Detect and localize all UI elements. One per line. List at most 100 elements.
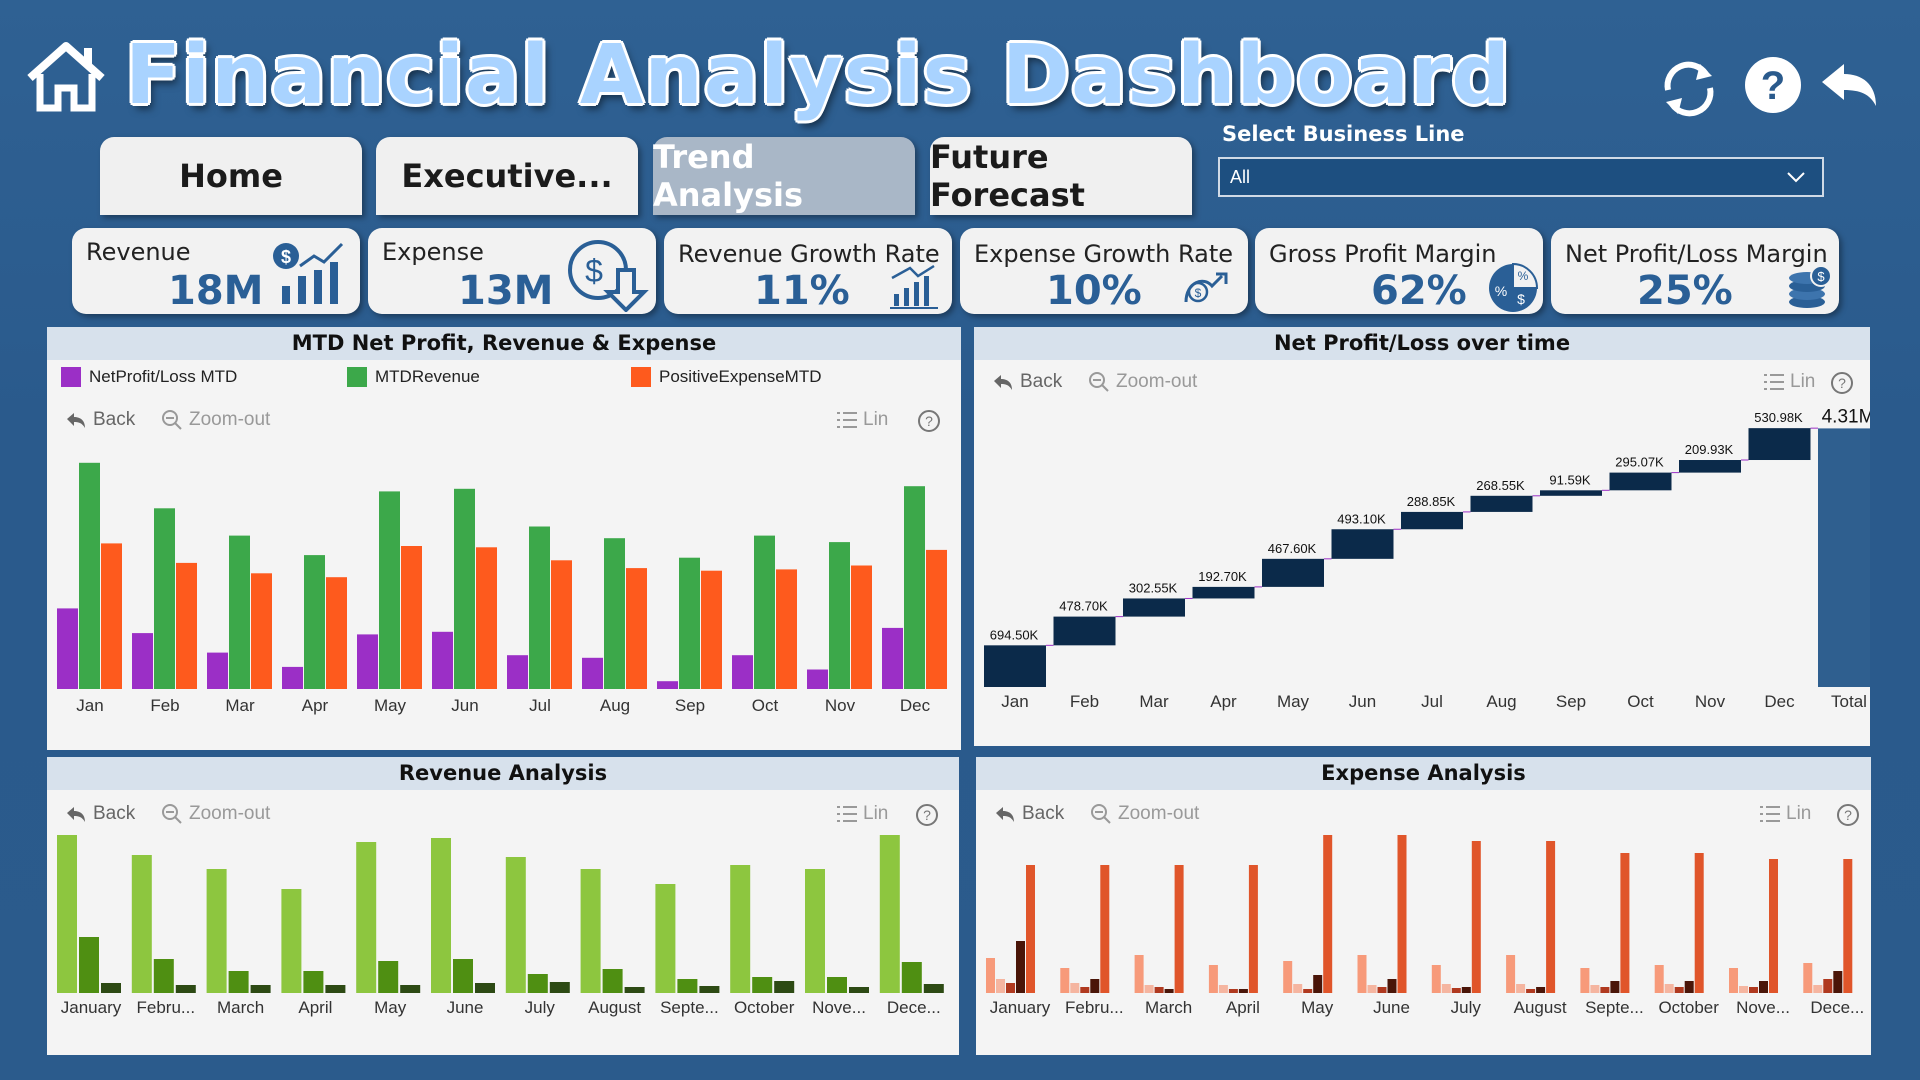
legend-item[interactable]: PositiveExpenseMTD — [631, 367, 822, 387]
x-tick-label: Total — [1831, 692, 1867, 711]
back-button[interactable]: Back — [65, 409, 135, 431]
tab-home[interactable]: Home — [100, 137, 362, 215]
bar — [882, 627, 903, 689]
legend-item[interactable]: NetProfit/Loss MTD — [61, 367, 237, 387]
lin-button[interactable]: Lin — [837, 803, 888, 825]
x-tick-label: June — [447, 998, 484, 1017]
net-profit-waterfall-panel: Net Profit/Loss over time Back Zoom-out … — [974, 327, 1870, 746]
bar — [101, 983, 121, 993]
help-circle-icon: ? — [1837, 804, 1859, 826]
help-button[interactable]: ? — [915, 803, 939, 827]
bar — [453, 959, 473, 993]
chart-title: Net Profit/Loss over time — [974, 327, 1870, 360]
tab-executive[interactable]: Executive... — [376, 137, 638, 215]
svg-text:$: $ — [585, 253, 603, 289]
bar — [357, 634, 378, 689]
x-tick-label: Aug — [600, 696, 630, 715]
x-tick-label: October — [734, 998, 795, 1017]
bar — [250, 985, 271, 993]
bar — [1729, 968, 1738, 993]
list-icon — [1764, 374, 1784, 390]
lin-button[interactable]: Lin — [1764, 371, 1815, 393]
x-tick-label: Febru... — [1065, 998, 1124, 1017]
zoom-out-button[interactable]: Zoom-out — [161, 409, 270, 431]
lin-button[interactable]: Lin — [837, 409, 888, 431]
bar — [1228, 989, 1238, 993]
x-tick-label: August — [1514, 998, 1567, 1017]
bar — [1006, 983, 1015, 993]
x-tick-label: January — [990, 998, 1051, 1017]
back-arrow-icon[interactable] — [1818, 60, 1880, 115]
bar — [986, 958, 995, 993]
waterfall-bar — [1748, 428, 1811, 461]
x-tick-label: May — [374, 696, 407, 715]
business-line-select[interactable]: All — [1218, 157, 1824, 197]
bar — [1208, 965, 1218, 993]
bar — [1590, 985, 1600, 993]
bar — [1600, 987, 1610, 993]
x-tick-label: Jun — [1349, 692, 1376, 711]
zoom-out-button[interactable]: Zoom-out — [1090, 803, 1199, 825]
zoom-out-button[interactable]: Zoom-out — [1088, 371, 1197, 393]
total-bar — [1818, 428, 1870, 687]
home-icon[interactable] — [26, 40, 106, 117]
bar — [1516, 984, 1526, 993]
bar — [1080, 987, 1090, 993]
bar — [679, 557, 700, 689]
bar — [1070, 983, 1080, 993]
lin-button[interactable]: Lin — [1760, 803, 1811, 825]
bar — [476, 547, 497, 689]
bar — [1620, 853, 1630, 993]
x-tick-label: Febru... — [137, 998, 196, 1017]
zoom-out-icon — [1091, 804, 1111, 824]
svg-text:$: $ — [1817, 269, 1825, 284]
zoom-out-label: Zoom-out — [189, 409, 271, 430]
bar — [1174, 865, 1184, 993]
x-tick-label: Oct — [1627, 692, 1654, 711]
tab-future-forecast[interactable]: Future Forecast — [930, 137, 1192, 215]
business-line-label: Select Business Line — [1222, 122, 1465, 146]
lin-label: Lin — [863, 409, 889, 430]
back-button[interactable]: Back — [994, 803, 1064, 825]
x-tick-label: Dec — [900, 696, 931, 715]
bar — [507, 655, 528, 689]
bar — [1580, 968, 1590, 993]
bar — [431, 838, 451, 993]
waterfall-bar — [1470, 495, 1533, 512]
help-button[interactable]: ? — [1830, 371, 1854, 395]
help-button[interactable]: ? — [917, 409, 941, 433]
bar — [805, 869, 825, 993]
bar — [303, 971, 324, 993]
legend-swatch — [347, 367, 367, 387]
bar — [879, 835, 900, 993]
bar — [57, 608, 78, 689]
x-tick-label: Dec — [1764, 692, 1795, 711]
bar — [732, 655, 753, 689]
zoom-out-label: Zoom-out — [1116, 371, 1198, 392]
data-label: 295.07K — [1615, 455, 1664, 470]
bar — [657, 681, 678, 689]
help-circle-icon: ? — [918, 410, 940, 432]
bar — [529, 526, 550, 689]
legend-label: MTDRevenue — [375, 367, 480, 386]
bar — [432, 631, 453, 689]
help-icon[interactable]: ? — [1742, 54, 1804, 121]
back-label: Back — [1020, 371, 1063, 392]
help-button[interactable]: ? — [1836, 803, 1860, 827]
bar — [582, 657, 603, 689]
bar — [229, 535, 250, 689]
kpi-card-expense: Expense 13M $ — [368, 228, 656, 314]
bar — [401, 546, 422, 689]
x-tick-label: May — [1301, 998, 1334, 1017]
back-button[interactable]: Back — [992, 371, 1062, 393]
zoom-out-label: Zoom-out — [1118, 803, 1200, 824]
tab-trend-analysis[interactable]: Trend Analysis — [653, 137, 915, 215]
zoom-out-button[interactable]: Zoom-out — [161, 803, 270, 825]
data-label: 530.98K — [1754, 410, 1803, 425]
bar — [655, 884, 676, 993]
back-button[interactable]: Back — [65, 803, 135, 825]
bar — [1536, 987, 1546, 993]
x-tick-label: April — [1226, 998, 1260, 1017]
legend-item[interactable]: MTDRevenue — [347, 367, 480, 387]
refresh-icon[interactable] — [1656, 56, 1722, 127]
